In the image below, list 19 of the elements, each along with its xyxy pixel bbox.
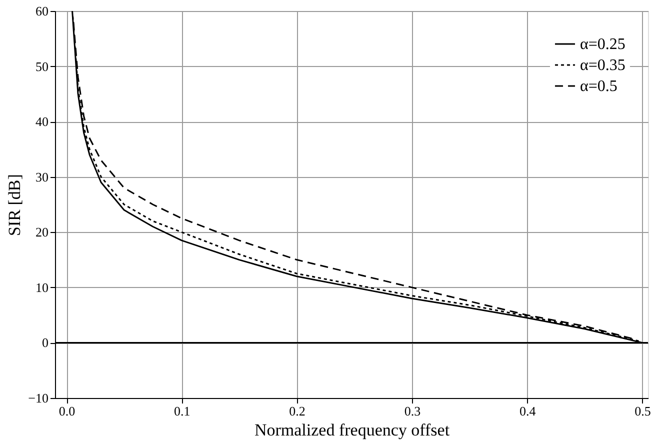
y-tick-label: 20 (36, 224, 48, 240)
x-tick-label: 0.4 (519, 404, 536, 418)
x-tick-label: 0.5 (634, 404, 651, 418)
y-tick-label: 0 (42, 335, 48, 350)
x-tick-label: 0.2 (289, 404, 306, 418)
x-tick-label: 0.3 (404, 404, 421, 418)
y-tick-label: −10 (28, 390, 48, 406)
x-tick-label: 0.1 (174, 404, 190, 418)
legend-label: α=0.35 (580, 57, 626, 74)
y-axis-title: SIR [dB] (5, 174, 24, 236)
y-tick-label: 10 (36, 280, 48, 295)
y-tick-label: 30 (36, 169, 48, 184)
x-axis-title: Normalized frequency offset (254, 420, 450, 440)
legend-label: α=0.5 (580, 78, 618, 95)
legend-label: α=0.25 (580, 36, 626, 53)
y-tick-label: 40 (36, 114, 48, 130)
y-tick-label: 50 (36, 58, 48, 74)
y-tick-label: 60 (36, 4, 48, 18)
x-tick-label: 0.0 (58, 404, 76, 418)
